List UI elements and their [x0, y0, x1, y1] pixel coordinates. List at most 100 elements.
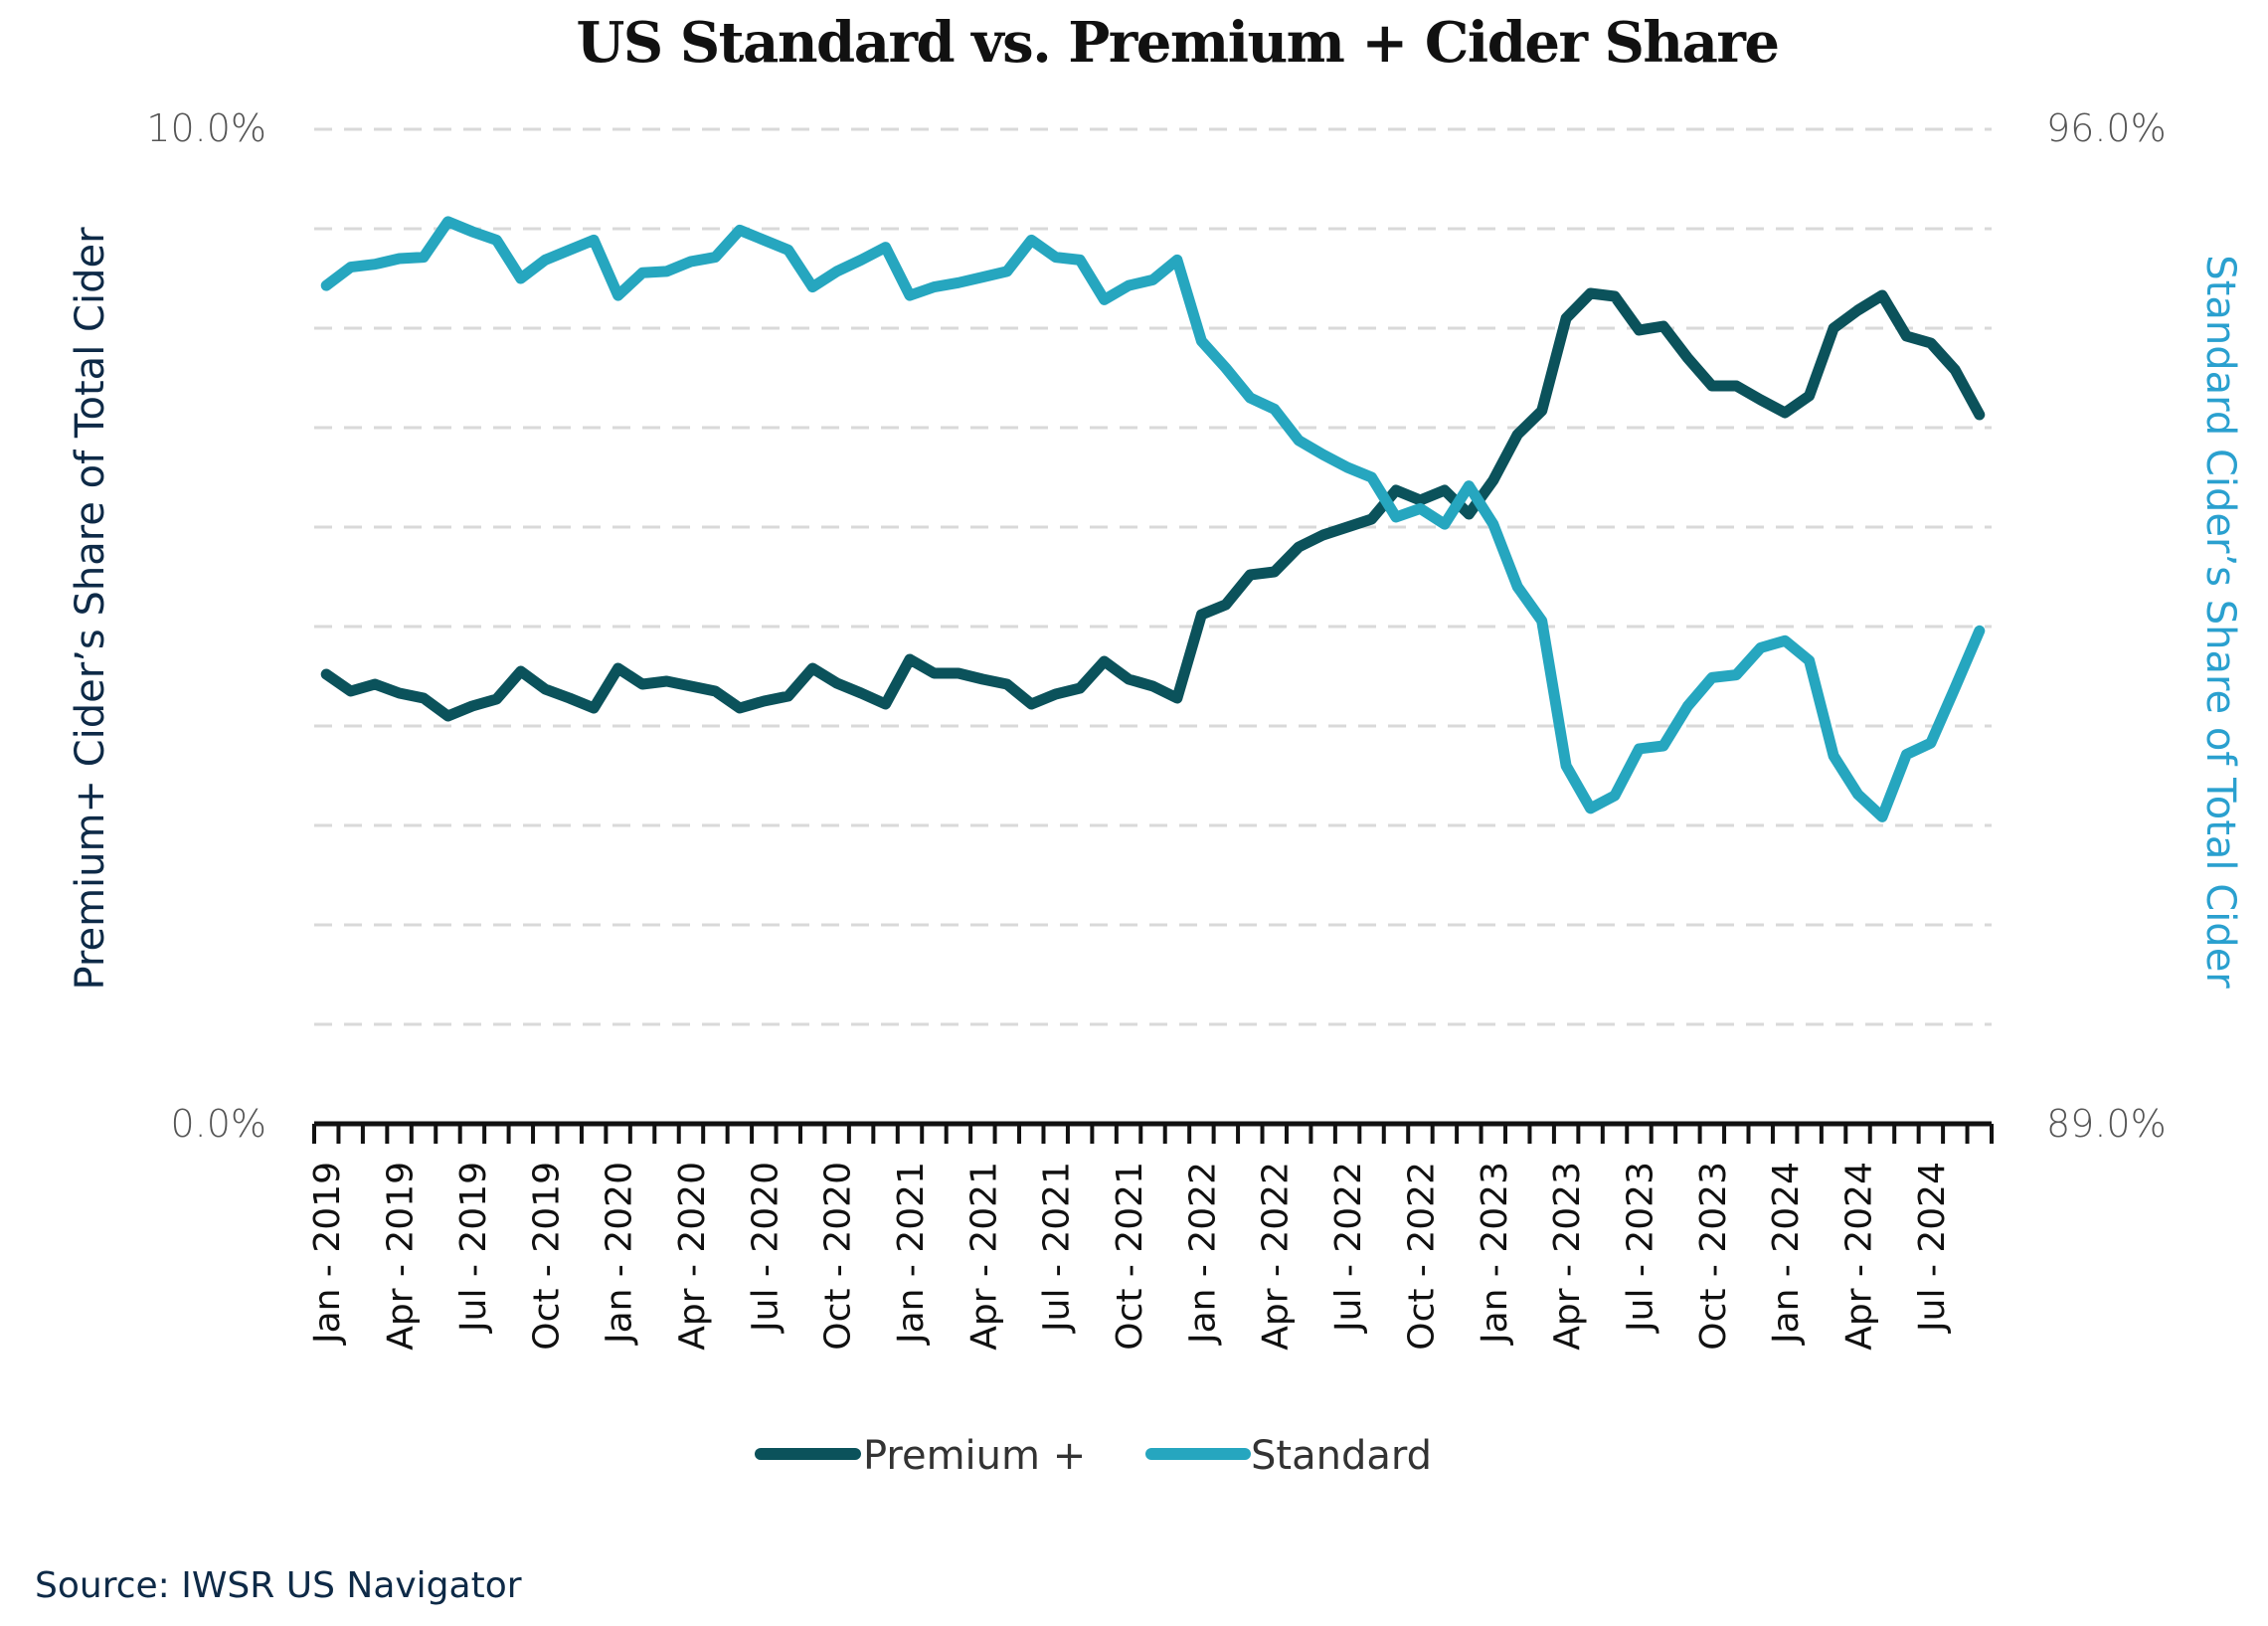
- data-point: [1006, 683, 1008, 685]
- data-point: [690, 261, 692, 263]
- data-point: [909, 658, 911, 660]
- data-point: [1346, 466, 1348, 468]
- data-point: [1857, 794, 1859, 796]
- data-point: [1249, 397, 1251, 399]
- data-point: [1979, 414, 1981, 416]
- data-point: [471, 231, 473, 233]
- x-tick-label: Apr - 2021: [963, 1162, 1004, 1351]
- x-tick-label: Jan - 2024: [1766, 1162, 1807, 1346]
- data-point: [1395, 516, 1397, 518]
- x-tick-label: Jan - 2023: [1475, 1162, 1515, 1346]
- data-point: [934, 672, 936, 674]
- data-point: [1760, 646, 1762, 648]
- legend: Premium + Standard: [755, 1433, 1432, 1479]
- data-point: [569, 249, 571, 251]
- data-point: [1832, 327, 1834, 329]
- data-point: [1905, 335, 1907, 337]
- data-point: [617, 294, 619, 296]
- legend-item-premium[interactable]: Premium +: [755, 1433, 1086, 1479]
- x-tick-label: Oct - 2020: [818, 1162, 859, 1351]
- data-point: [1857, 309, 1859, 311]
- data-point: [1200, 614, 1202, 616]
- data-point: [1128, 678, 1130, 680]
- data-point: [1176, 697, 1178, 699]
- data-point: [1905, 754, 1907, 756]
- x-axis: [312, 1121, 1994, 1144]
- data-point: [374, 264, 376, 266]
- data-point: [1590, 292, 1592, 294]
- x-tick-label: Apr - 2019: [381, 1162, 422, 1351]
- data-point: [423, 257, 425, 259]
- x-tick-label: Apr - 2023: [1547, 1162, 1588, 1351]
- data-point: [1930, 742, 1932, 744]
- data-point: [860, 692, 862, 694]
- data-point: [350, 267, 352, 269]
- data-point: [1322, 534, 1324, 536]
- data-point: [1492, 479, 1494, 481]
- x-tick-label: Jan - 2020: [600, 1162, 640, 1346]
- data-point: [1298, 546, 1300, 548]
- data-point: [1274, 571, 1276, 573]
- data-point: [399, 258, 401, 260]
- x-tick-label: Apr - 2024: [1839, 1162, 1880, 1351]
- legend-item-standard[interactable]: Standard: [1145, 1433, 1432, 1479]
- data-point: [1881, 294, 1883, 296]
- y-right-tick-max: 96.0%: [2046, 106, 2167, 150]
- data-point: [1249, 574, 1251, 576]
- data-point: [1225, 604, 1227, 606]
- data-point: [617, 667, 619, 669]
- data-point: [981, 678, 983, 680]
- data-point: [763, 700, 765, 702]
- legend-label-premium: Premium +: [863, 1433, 1086, 1479]
- data-point: [787, 695, 789, 697]
- data-point: [714, 690, 716, 692]
- x-tick-label: Oct - 2023: [1693, 1162, 1734, 1351]
- data-point: [1055, 693, 1057, 695]
- data-point: [1662, 325, 1664, 327]
- data-point: [1711, 676, 1713, 678]
- data-point: [544, 259, 546, 261]
- data-point: [739, 229, 741, 231]
- data-point: [1809, 395, 1811, 397]
- data-point: [593, 239, 595, 241]
- source-note: Source: IWSR US Navigator: [35, 1565, 522, 1606]
- data-point: [1419, 499, 1421, 501]
- data-point: [1541, 410, 1543, 412]
- data-point: [1541, 620, 1543, 622]
- series-line-standard: [320, 216, 1986, 822]
- data-point: [981, 276, 983, 278]
- data-point: [1784, 639, 1786, 641]
- data-point: [1809, 659, 1811, 661]
- data-point: [1395, 489, 1397, 491]
- data-point: [690, 685, 692, 687]
- chart-title: US Standard vs. Premium + Cider Share: [576, 10, 1778, 76]
- data-point: [836, 271, 838, 272]
- data-point: [1711, 385, 1713, 387]
- data-point: [934, 286, 936, 288]
- data-point: [1565, 765, 1567, 767]
- data-point: [811, 667, 813, 669]
- y-axis-left-label: Premium+ Cider’s Share of Total Cider: [68, 227, 113, 991]
- data-point: [1274, 408, 1276, 410]
- data-point: [641, 271, 643, 273]
- x-tick-label: Jul - 2020: [745, 1162, 785, 1334]
- data-point: [569, 697, 571, 699]
- gridlines: [314, 127, 1992, 1026]
- data-point: [958, 281, 960, 283]
- data-point: [1079, 259, 1081, 261]
- data-point: [325, 673, 327, 675]
- y-right-tick-min: 89.0%: [2046, 1102, 2167, 1146]
- data-point: [1225, 367, 1227, 369]
- data-point: [447, 221, 449, 223]
- data-point: [1055, 257, 1057, 259]
- data-point: [885, 703, 887, 705]
- data-point: [495, 698, 497, 700]
- data-point: [1492, 523, 1494, 525]
- x-tick-label: Jul - 2021: [1037, 1162, 1078, 1334]
- data-point: [1639, 329, 1641, 331]
- data-point: [1686, 357, 1688, 359]
- data-point: [1784, 412, 1786, 414]
- data-point: [447, 715, 449, 717]
- data-point: [1079, 687, 1081, 689]
